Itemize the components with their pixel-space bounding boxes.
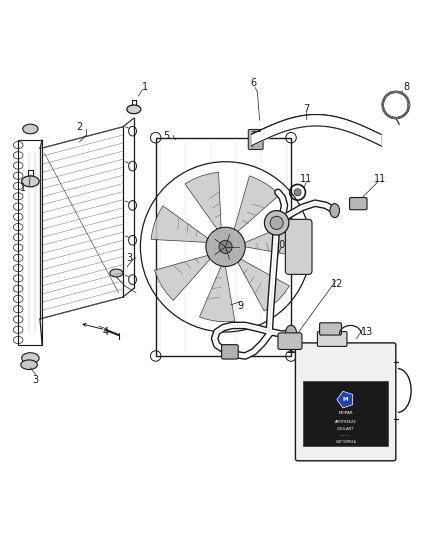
Ellipse shape	[127, 105, 141, 114]
Text: 8: 8	[404, 83, 410, 93]
Ellipse shape	[23, 124, 38, 134]
Ellipse shape	[110, 269, 123, 277]
Text: 7: 7	[303, 104, 310, 114]
Polygon shape	[154, 255, 210, 301]
FancyBboxPatch shape	[318, 332, 347, 346]
Text: 3: 3	[127, 253, 133, 263]
Circle shape	[294, 189, 301, 196]
Text: 12: 12	[331, 279, 343, 289]
Text: 11: 11	[374, 174, 387, 184]
FancyBboxPatch shape	[278, 333, 302, 350]
Polygon shape	[151, 206, 208, 243]
Text: ANTIFREEZE: ANTIFREEZE	[335, 421, 357, 424]
Text: OAT FORMULA: OAT FORMULA	[336, 440, 356, 443]
FancyBboxPatch shape	[248, 130, 263, 149]
Polygon shape	[234, 176, 279, 231]
Polygon shape	[245, 221, 300, 256]
Text: 11: 11	[300, 174, 312, 184]
Ellipse shape	[286, 325, 297, 341]
Ellipse shape	[21, 176, 39, 187]
Text: 10: 10	[274, 240, 286, 249]
Bar	[155, 138, 291, 356]
Text: 6: 6	[251, 78, 257, 88]
Circle shape	[219, 240, 232, 253]
FancyBboxPatch shape	[350, 198, 367, 210]
Polygon shape	[199, 266, 235, 322]
Text: 4: 4	[102, 327, 109, 337]
Ellipse shape	[330, 204, 339, 217]
Text: 2: 2	[76, 122, 82, 132]
FancyBboxPatch shape	[320, 323, 342, 335]
Text: ━━━━━━━: ━━━━━━━	[340, 434, 351, 438]
Text: MOPAR: MOPAR	[338, 411, 353, 415]
Ellipse shape	[21, 360, 37, 369]
Text: 9: 9	[238, 301, 244, 311]
Text: M: M	[343, 397, 348, 402]
Text: 1: 1	[19, 183, 25, 193]
Polygon shape	[185, 172, 221, 229]
FancyBboxPatch shape	[222, 345, 238, 359]
Circle shape	[270, 216, 283, 229]
FancyBboxPatch shape	[303, 381, 389, 446]
Text: 13: 13	[361, 327, 374, 337]
Ellipse shape	[21, 353, 39, 364]
FancyBboxPatch shape	[295, 343, 396, 461]
Polygon shape	[238, 259, 290, 311]
Text: COOLANT: COOLANT	[337, 427, 354, 431]
Circle shape	[206, 227, 245, 266]
Text: 3: 3	[32, 375, 39, 385]
Text: 5: 5	[163, 131, 170, 141]
Circle shape	[265, 211, 289, 235]
Text: 1: 1	[142, 83, 148, 93]
FancyBboxPatch shape	[286, 220, 312, 274]
